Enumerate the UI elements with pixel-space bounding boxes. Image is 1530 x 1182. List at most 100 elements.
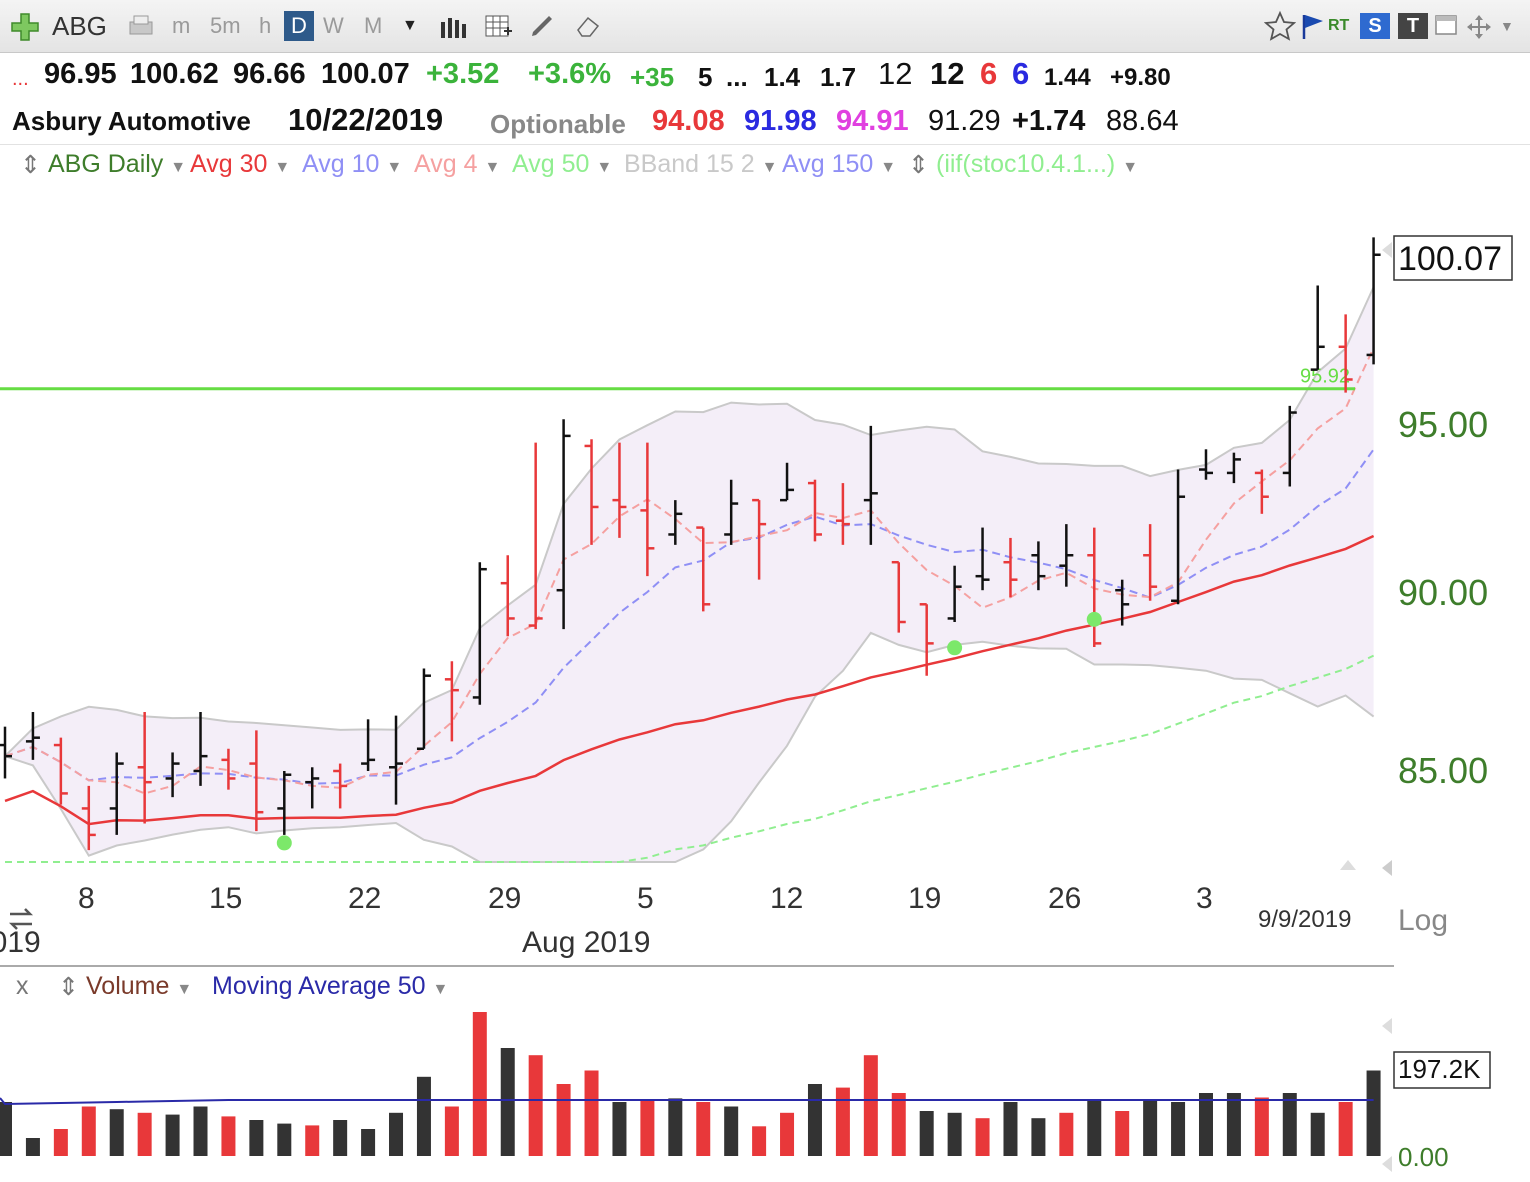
refresh-icon[interactable] bbox=[8, 908, 34, 930]
quote-change-ticks: +35 bbox=[630, 62, 675, 92]
dropdown-icon[interactable]: ▼ bbox=[176, 981, 193, 998]
volume-reorder-icon[interactable]: ⇕ bbox=[58, 973, 79, 1001]
study-avg30[interactable]: Avg 30 ▼ bbox=[190, 150, 290, 179]
volume-bar bbox=[835, 1087, 850, 1156]
volume-bar bbox=[1338, 1102, 1353, 1156]
volume-bar bbox=[221, 1116, 236, 1156]
dropdown-icon[interactable]: ▼ bbox=[484, 159, 501, 176]
study-avg50[interactable]: Avg 50 ▼ bbox=[512, 150, 612, 179]
scroll-up-arrow-icon[interactable] bbox=[1340, 860, 1356, 870]
volume-study[interactable]: Volume ▼ bbox=[86, 972, 192, 1001]
ohlc-bar bbox=[835, 483, 850, 545]
toolbar: ABG m 5m h D W M ▼ RT S T ▼ bbox=[0, 0, 1530, 53]
price-label-box bbox=[1393, 235, 1513, 281]
draw-pencil-icon[interactable] bbox=[528, 12, 556, 40]
symbol-field[interactable]: ABG bbox=[52, 11, 107, 41]
y-tick-85: 85.00 bbox=[1398, 750, 1489, 791]
x-tick-3: 3 bbox=[1196, 882, 1213, 915]
t-button[interactable]: T bbox=[1398, 13, 1428, 39]
period-m-monthly[interactable]: M bbox=[364, 13, 383, 38]
ohlc-bar bbox=[891, 560, 906, 633]
quote-v3: 1.7 bbox=[820, 62, 857, 92]
ohlc-bar bbox=[919, 603, 934, 676]
more-dropdown-icon[interactable]: ▼ bbox=[1500, 18, 1514, 34]
company-name: Asbury Automotive bbox=[12, 106, 251, 136]
volume-bar bbox=[1366, 1070, 1381, 1156]
eraser-icon[interactable] bbox=[572, 12, 602, 40]
study-stoc-formula[interactable]: (iif(stoc10.4.1...) ▼ bbox=[936, 150, 1138, 179]
dropdown-icon[interactable]: ▼ bbox=[432, 981, 449, 998]
dropdown-icon[interactable]: ▼ bbox=[170, 159, 187, 176]
quote-low: 96.66 bbox=[233, 58, 306, 90]
study-bband[interactable]: BBand 15 2 ▼ bbox=[624, 150, 777, 179]
period-d-active[interactable]: D bbox=[284, 11, 314, 41]
volume-bar bbox=[0, 1102, 12, 1156]
period-w[interactable]: W bbox=[323, 13, 344, 38]
s-button[interactable]: S bbox=[1360, 13, 1390, 39]
rt-label[interactable]: RT bbox=[1328, 17, 1350, 34]
ohlc-bar bbox=[780, 462, 795, 502]
x-tick-15: 15 bbox=[209, 882, 243, 915]
period-m[interactable]: m bbox=[172, 13, 191, 38]
study-abg-daily[interactable]: ABG Daily ▼ bbox=[48, 150, 186, 179]
ohlc-bar bbox=[472, 562, 487, 705]
volume-bar bbox=[780, 1112, 795, 1156]
move-icon[interactable] bbox=[1466, 14, 1492, 40]
period-5m[interactable]: 5m bbox=[210, 13, 241, 38]
study-label: Avg 4 bbox=[414, 150, 478, 178]
ohlc-bar bbox=[863, 425, 878, 545]
quote-date: 10/22/2019 bbox=[288, 102, 444, 137]
volume-bar bbox=[277, 1123, 292, 1156]
volume-bar bbox=[25, 1138, 40, 1156]
period-dropdown-icon[interactable]: ▼ bbox=[402, 17, 418, 34]
last-date-label: 9/9/2019 bbox=[1258, 906, 1352, 933]
volume-bar bbox=[528, 1055, 543, 1156]
x-sub-year: 2019 bbox=[0, 926, 41, 959]
volume-zero-label: 0.00 bbox=[1398, 1142, 1449, 1172]
quote-dots: ... bbox=[12, 68, 29, 90]
study-label: (iif(stoc10.4.1...) bbox=[936, 150, 1116, 178]
study-avg4[interactable]: Avg 4 ▼ bbox=[414, 150, 500, 179]
study-reorder-icon[interactable]: ⇕ bbox=[20, 151, 41, 179]
dropdown-icon[interactable]: ▼ bbox=[880, 159, 897, 176]
study-reorder-icon-2[interactable]: ⇕ bbox=[908, 151, 929, 179]
volume-bar bbox=[361, 1129, 376, 1156]
volume-ma-study[interactable]: Moving Average 50 ▼ bbox=[212, 972, 448, 1001]
x-tick-29: 29 bbox=[488, 882, 522, 915]
collapse-arrow-icon[interactable] bbox=[1382, 860, 1392, 876]
window-icon[interactable] bbox=[1434, 14, 1460, 38]
volume-ma-label: Moving Average 50 bbox=[212, 972, 426, 1000]
table-icon[interactable] bbox=[484, 13, 514, 41]
ohlc-bar bbox=[1143, 524, 1158, 601]
dropdown-icon[interactable]: ▼ bbox=[386, 159, 403, 176]
volume-bar bbox=[81, 1106, 96, 1156]
dropdown-icon[interactable]: ▼ bbox=[274, 159, 291, 176]
dropdown-icon[interactable]: ▼ bbox=[596, 159, 613, 176]
ohlc-bar bbox=[640, 442, 655, 577]
price-pointer-icon bbox=[1382, 242, 1392, 258]
flag-icon[interactable] bbox=[1300, 12, 1326, 40]
ohlc-bar bbox=[333, 763, 348, 809]
volume-bar bbox=[165, 1114, 180, 1156]
add-symbol-icon[interactable] bbox=[10, 12, 40, 42]
print-icon[interactable] bbox=[126, 14, 156, 40]
period-h[interactable]: h bbox=[259, 13, 272, 38]
volume-close-icon[interactable]: x bbox=[16, 972, 29, 1000]
ohlc-bar bbox=[305, 767, 320, 809]
value-last: 88.64 bbox=[1106, 105, 1179, 137]
study-avg150[interactable]: Avg 150 ▼ bbox=[782, 150, 896, 179]
signal-dot bbox=[1086, 611, 1102, 627]
dropdown-icon[interactable]: ▼ bbox=[761, 159, 778, 176]
quote-v9: +9.80 bbox=[1110, 64, 1171, 91]
favorite-star-icon[interactable] bbox=[1264, 10, 1296, 42]
volume-bar bbox=[137, 1112, 152, 1156]
bar-chart-icon[interactable] bbox=[438, 14, 468, 40]
volume-bar bbox=[612, 1102, 627, 1156]
dropdown-icon[interactable]: ▼ bbox=[1122, 159, 1139, 176]
log-scale-label[interactable]: Log bbox=[1398, 904, 1449, 937]
study-avg10[interactable]: Avg 10 ▼ bbox=[302, 150, 402, 179]
volume-pointer-icon bbox=[1382, 1018, 1392, 1034]
quote-change-pct: +3.6% bbox=[528, 58, 612, 90]
volume-bar bbox=[416, 1076, 431, 1156]
